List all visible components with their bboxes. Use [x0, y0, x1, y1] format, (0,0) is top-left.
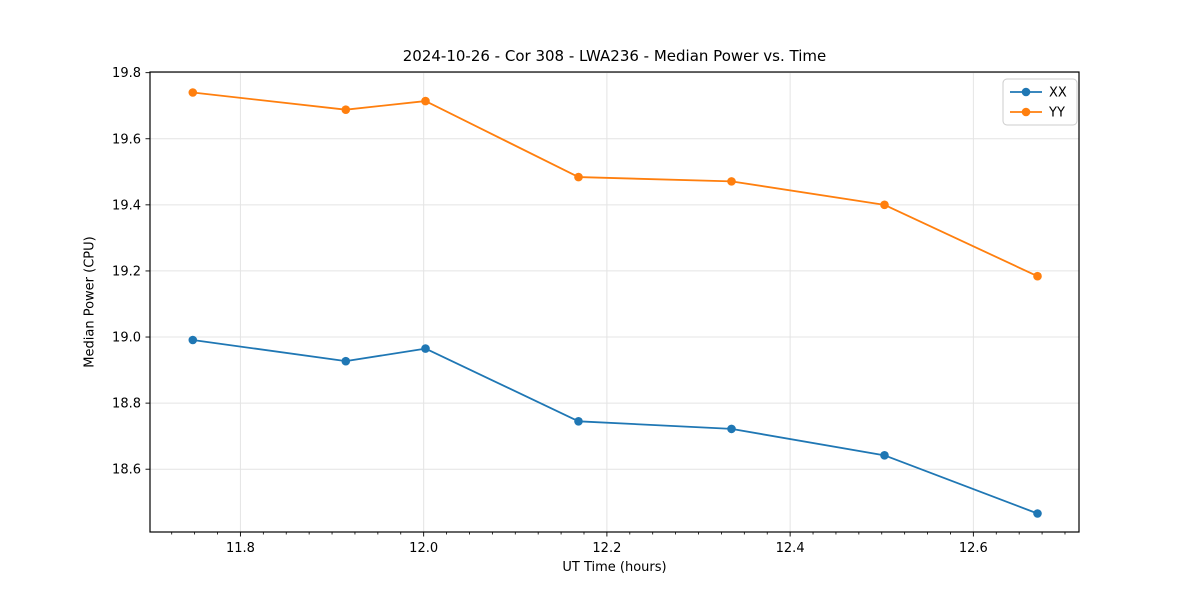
y-tick-label: 18.8 [112, 397, 141, 412]
data-point-xx [1033, 509, 1042, 518]
data-point-yy [727, 177, 736, 186]
x-tick-label: 11.8 [226, 541, 255, 556]
legend-marker [1021, 87, 1031, 97]
x-tick-label: 12.4 [776, 541, 805, 556]
legend-marker [1021, 107, 1031, 117]
data-point-yy [1033, 271, 1042, 281]
y-tick-label: 19.4 [112, 198, 141, 213]
data-point-yy [188, 88, 198, 97]
y-axis-label: Median Power (CPU) [82, 236, 98, 368]
x-tick-label: 12.2 [592, 541, 621, 556]
axes-spines [149, 71, 1080, 533]
y-tick-label: 19.0 [112, 331, 141, 346]
y-tick-label: 18.6 [112, 463, 141, 478]
legend-label: XX [1049, 86, 1067, 101]
data-point-yy [880, 200, 889, 210]
x-tick-label: 12.6 [959, 541, 988, 556]
data-point-yy [341, 105, 351, 114]
legend: XX YY [1002, 78, 1078, 126]
y-tick-label: 19.2 [112, 264, 141, 279]
data-point-xx [421, 344, 430, 353]
data-point-yy [574, 172, 583, 182]
data-point-yy [421, 96, 430, 106]
y-tick-label: 19.6 [112, 132, 141, 147]
x-tick-label: 12.0 [409, 541, 438, 556]
x-axis-label: UT Time (hours) [562, 560, 667, 575]
legend-box [1002, 78, 1078, 126]
data-point-xx [574, 416, 583, 426]
chart-title: 2024-10-26 - Cor 308 - LWA236 - Median P… [402, 47, 827, 65]
y-tick-label: 19.8 [112, 66, 141, 81]
data-point-xx [341, 356, 351, 366]
data-point-xx [188, 335, 198, 345]
legend-label: YY [1048, 106, 1065, 121]
data-point-xx [880, 451, 889, 460]
data-point-xx [727, 424, 736, 434]
plot-area [150, 72, 1079, 532]
